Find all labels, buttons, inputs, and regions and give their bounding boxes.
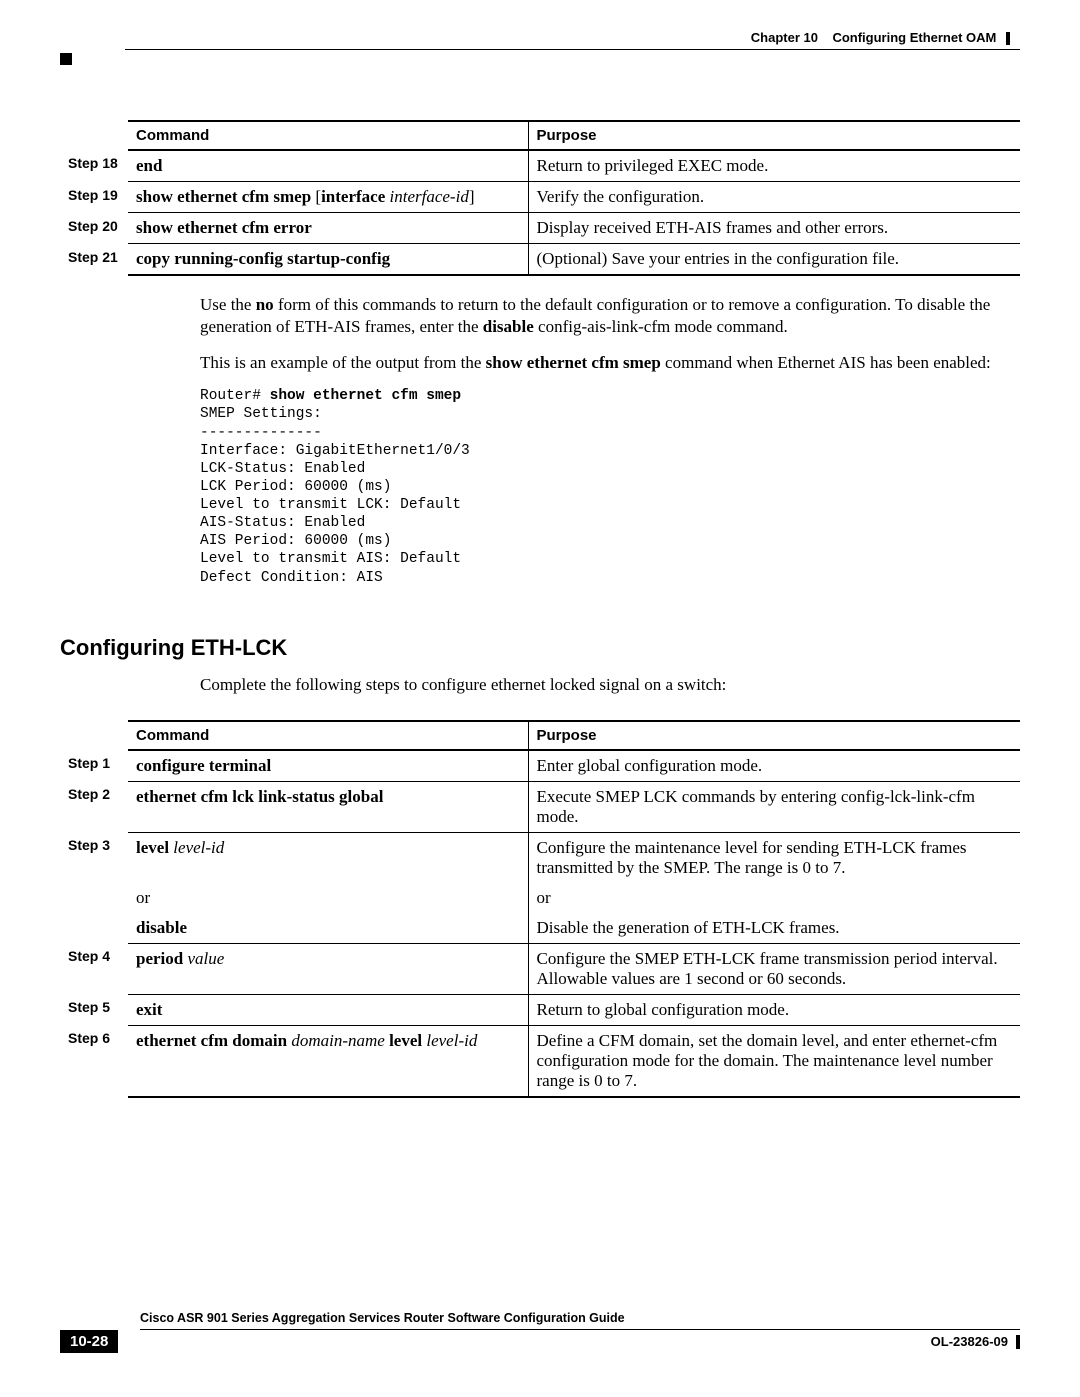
step-label: Step 6 [60,1025,128,1097]
cli-output: Router# show ethernet cfm smep SMEP Sett… [200,387,1010,586]
col-command-header: Command [128,121,528,150]
page-number: 10-28 [60,1330,118,1353]
table-row: Step 20show ethernet cfm errorDisplay re… [60,213,1020,244]
paragraph-2: This is an example of the output from th… [200,352,1010,374]
table-row: Step 19show ethernet cfm smep [interface… [60,182,1020,213]
command-cell: configure terminal [128,750,528,782]
purpose-cell: Configure the maintenance level for send… [528,832,1020,883]
header-rule [125,49,1020,50]
purpose-cell: Configure the SMEP ETH-LCK frame transmi… [528,943,1020,994]
step-label: Step 19 [60,182,128,213]
step-label: Step 5 [60,994,128,1025]
step-label: Step 3 [60,832,128,883]
table-row: Step 5exitReturn to global configuration… [60,994,1020,1025]
command-cell: show ethernet cfm error [128,213,528,244]
header-marker-icon [1006,32,1010,45]
col-purpose-header: Purpose [528,121,1020,150]
purpose-cell: or [528,883,1020,913]
col-purpose-header-2: Purpose [528,721,1020,750]
table-row: Step 18endReturn to privileged EXEC mode… [60,150,1020,182]
step-label: Step 18 [60,150,128,182]
table-row: Step 3level level-idConfigure the mainte… [60,832,1020,883]
command-cell: period value [128,943,528,994]
table-row: Step 2ethernet cfm lck link-status globa… [60,781,1020,832]
col-command-header-2: Command [128,721,528,750]
purpose-cell: Disable the generation of ETH-LCK frames… [528,913,1020,944]
purpose-cell: Display received ETH-AIS frames and othe… [528,213,1020,244]
purpose-cell: Verify the configuration. [528,182,1020,213]
table-row: Step 6ethernet cfm domain domain-name le… [60,1025,1020,1097]
chapter-title: Configuring Ethernet OAM [832,30,996,45]
paragraph-1: Use the no form of this commands to retu… [200,294,1010,338]
command-cell: end [128,150,528,182]
command-cell: ethernet cfm domain domain-name level le… [128,1025,528,1097]
step-label: Step 4 [60,943,128,994]
step-label: Step 2 [60,781,128,832]
purpose-cell: Enter global configuration mode. [528,750,1020,782]
page-footer: Cisco ASR 901 Series Aggregation Service… [60,1309,1020,1353]
body-text: Use the no form of this commands to retu… [200,294,1010,587]
step-label: Step 21 [60,244,128,276]
purpose-cell: Define a CFM domain, set the domain leve… [528,1025,1020,1097]
section-heading: Configuring ETH-LCK [60,635,1020,661]
command-cell: exit [128,994,528,1025]
table-row: Step 4period valueConfigure the SMEP ETH… [60,943,1020,994]
table-row: Step 1configure terminalEnter global con… [60,750,1020,782]
purpose-cell: Return to privileged EXEC mode. [528,150,1020,182]
corner-square-icon [60,53,72,65]
footer-doc-title: Cisco ASR 901 Series Aggregation Service… [140,1311,1020,1325]
table-row: oror [60,883,1020,913]
running-header: Chapter 10 Configuring Ethernet OAM [60,30,1020,45]
command-table-2: Command Purpose Step 1configure terminal… [60,720,1020,1098]
command-table-1: Command Purpose Step 18endReturn to priv… [60,120,1020,276]
command-cell: disable [128,913,528,944]
command-cell: level level-id [128,832,528,883]
command-cell: ethernet cfm lck link-status global [128,781,528,832]
doc-number: OL-23826-09 [931,1334,1008,1349]
step-label: Step 20 [60,213,128,244]
command-cell: or [128,883,528,913]
command-cell: copy running-config startup-config [128,244,528,276]
purpose-cell: (Optional) Save your entries in the conf… [528,244,1020,276]
command-cell: show ethernet cfm smep [interface interf… [128,182,528,213]
table-row: disableDisable the generation of ETH-LCK… [60,913,1020,944]
table-row: Step 21copy running-config startup-confi… [60,244,1020,276]
chapter-label: Chapter 10 [751,30,818,45]
purpose-cell: Execute SMEP LCK commands by entering co… [528,781,1020,832]
footer-marker-icon [1016,1335,1020,1349]
purpose-cell: Return to global configuration mode. [528,994,1020,1025]
step-label: Step 1 [60,750,128,782]
section-intro: Complete the following steps to configur… [200,675,1020,695]
